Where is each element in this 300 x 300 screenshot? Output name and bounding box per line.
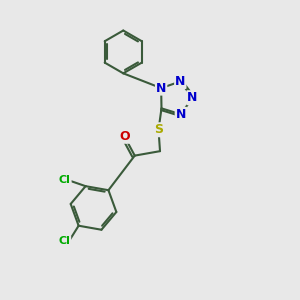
Text: N: N bbox=[156, 82, 166, 94]
Text: N: N bbox=[176, 108, 186, 121]
Text: Cl: Cl bbox=[59, 175, 71, 185]
Text: N: N bbox=[187, 91, 198, 104]
Text: Cl: Cl bbox=[58, 236, 70, 247]
Text: S: S bbox=[154, 123, 163, 136]
Text: N: N bbox=[175, 75, 185, 88]
Text: O: O bbox=[119, 130, 130, 143]
